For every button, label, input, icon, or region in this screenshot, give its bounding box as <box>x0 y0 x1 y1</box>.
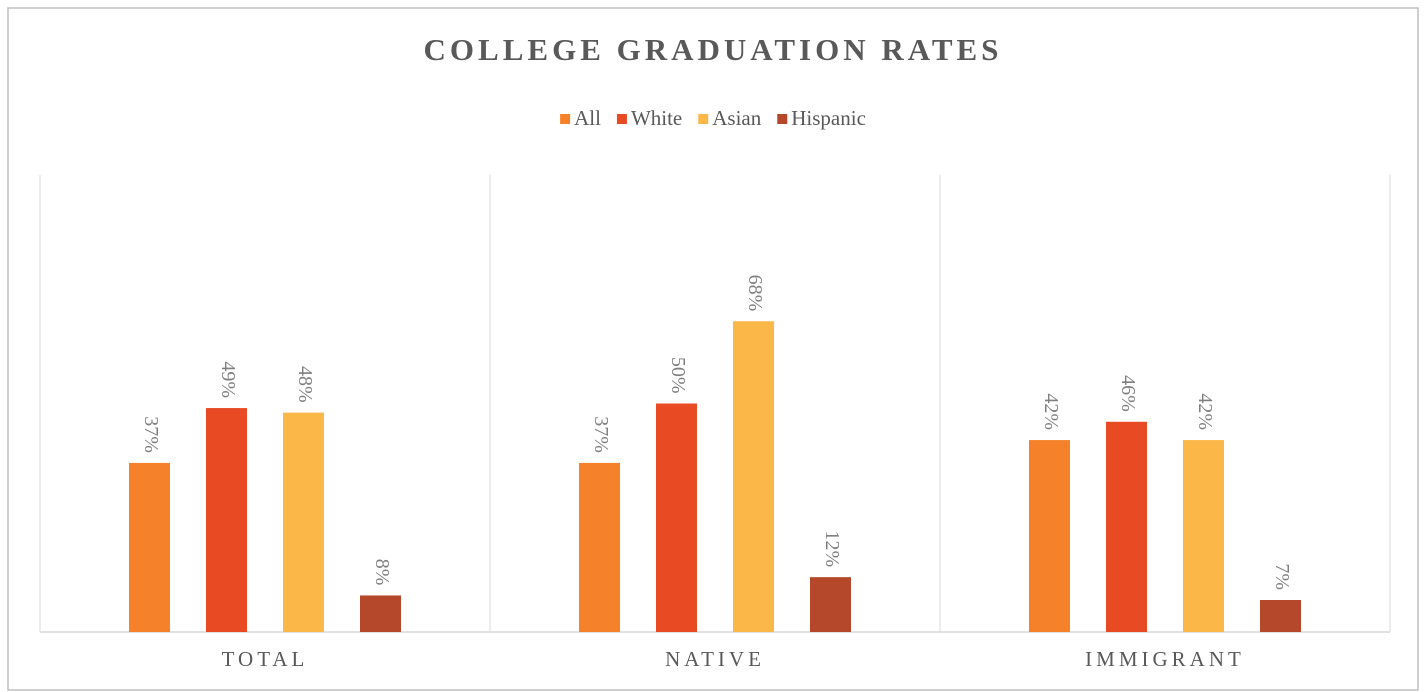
bar <box>1260 600 1301 632</box>
x-tick-label: IMMIGRANT <box>1085 647 1245 671</box>
legend-label: Hispanic <box>791 106 866 130</box>
data-label: 7% <box>1271 563 1293 590</box>
legend-label: All <box>574 106 601 130</box>
data-label: 48% <box>294 366 316 403</box>
data-label: 46% <box>1117 375 1139 412</box>
chart-title: COLLEGE GRADUATION RATES <box>424 32 1003 67</box>
legend-swatch <box>777 114 788 124</box>
data-label: 12% <box>821 530 843 567</box>
data-label: 37% <box>140 416 162 453</box>
legend-swatch <box>616 114 627 124</box>
bar <box>810 577 851 632</box>
data-label: 49% <box>217 361 239 398</box>
x-tick-label: TOTAL <box>222 647 309 671</box>
bar <box>656 403 697 632</box>
bar <box>1183 440 1224 632</box>
data-label: 42% <box>1194 393 1216 430</box>
legend-swatch <box>560 114 571 124</box>
data-label: 68% <box>744 275 766 312</box>
legend-label: Asian <box>712 106 761 130</box>
legend-label: White <box>631 106 682 130</box>
data-label: 50% <box>667 357 689 394</box>
bar <box>283 412 324 632</box>
legend-swatch <box>698 114 709 124</box>
bar <box>1106 421 1147 632</box>
data-label: 8% <box>371 559 393 586</box>
data-label: 37% <box>590 416 612 453</box>
bar <box>733 321 774 632</box>
bar <box>579 462 620 632</box>
bar <box>360 595 401 632</box>
x-tick-label: NATIVE <box>665 647 765 671</box>
data-label: 42% <box>1040 393 1062 430</box>
bar <box>1029 440 1070 632</box>
bar <box>206 408 247 632</box>
bar <box>129 462 170 632</box>
